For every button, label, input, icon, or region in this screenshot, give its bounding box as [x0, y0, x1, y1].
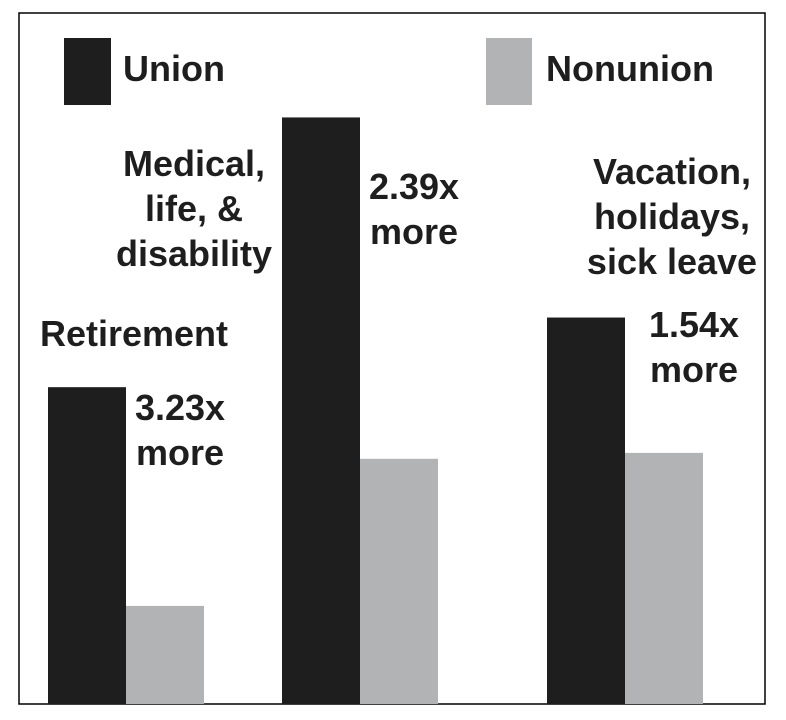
bar-union-1: [282, 117, 360, 704]
ratio-label-1-line-1: more: [370, 211, 458, 252]
category-label-2-line-2: sick leave: [587, 241, 757, 282]
ratio-label-2-line-0: 1.54x: [649, 304, 739, 345]
legend-swatch-union: [64, 38, 111, 105]
bar-nonunion-1: [360, 458, 438, 704]
legend: Union Nonunion: [64, 38, 714, 105]
bar-nonunion-2: [625, 452, 703, 704]
category-label-1-line-1: life, &: [145, 188, 243, 229]
ratio-label-2-line-1: more: [650, 349, 738, 390]
category-label-1-line-2: disability: [116, 233, 272, 274]
bars: [48, 117, 703, 704]
category-label-2-line-1: holidays,: [594, 196, 750, 237]
bar-union-2: [547, 317, 625, 704]
bar-union-0: [48, 387, 126, 704]
bar-nonunion-0: [126, 605, 204, 704]
annotations: Retirement Medical,life, &disability Vacat…: [40, 143, 757, 473]
category-label-2-line-0: Vacation,: [593, 151, 751, 192]
category-label-0-line-0: Retirement: [40, 313, 228, 354]
legend-label-nonunion: Nonunion: [546, 48, 714, 89]
legend-label-union: Union: [123, 48, 225, 89]
ratio-label-0-line-0: 3.23x: [135, 387, 225, 428]
ratio-label-0-line-1: more: [136, 432, 224, 473]
category-label-1-line-0: Medical,: [123, 143, 265, 184]
ratio-label-1-line-0: 2.39x: [369, 166, 459, 207]
legend-swatch-nonunion: [486, 38, 532, 105]
